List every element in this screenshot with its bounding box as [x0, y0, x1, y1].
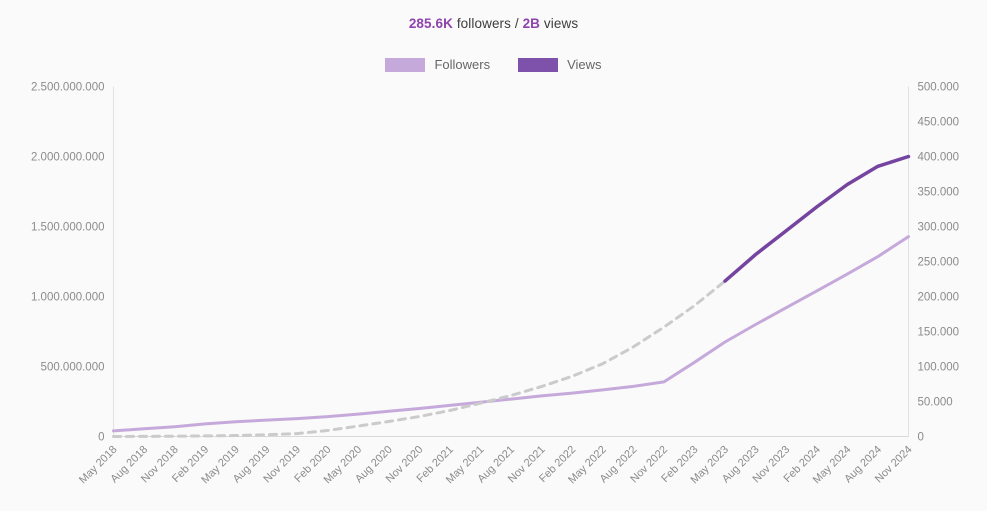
y-axis-right-tick-label: 350.000	[918, 187, 960, 199]
chart-title: 285.6K followers / 2B views	[0, 16, 987, 31]
title-separator: /	[514, 16, 519, 31]
chart-legend: Followers Views	[0, 57, 987, 72]
legend-item-followers[interactable]: Followers	[385, 57, 490, 72]
y-axis-right-tick-label: 450.000	[918, 117, 960, 129]
legend-label-views: Views	[567, 57, 602, 72]
y-axis-left-tick-label: 0	[98, 432, 104, 444]
views-count: 2B	[522, 16, 541, 31]
y-axis-left-tick-label: 500.000.000	[41, 362, 105, 374]
y-axis-right-tick-label: 500.000	[918, 82, 960, 94]
views-word: views	[543, 16, 579, 31]
followers-word: followers	[456, 16, 511, 31]
y-axis-left-tick-label: 2.500.000.000	[31, 82, 105, 94]
y-axis-left-tick-label: 1.000.000.000	[31, 292, 105, 304]
y-axis-right-tick-label: 50.000	[918, 397, 953, 409]
y-axis-right-tick-label: 200.000	[918, 292, 960, 304]
legend-item-views[interactable]: Views	[518, 57, 602, 72]
legend-label-followers: Followers	[434, 57, 491, 72]
y-axis-right-tick-label: 400.000	[918, 152, 960, 164]
series-line-views[interactable]	[723, 154, 911, 283]
y-axis-right-tick-label: 0	[918, 432, 924, 444]
y-axis-right-tick-label: 250.000	[918, 257, 960, 269]
y-axis-right-tick-label: 150.000	[918, 327, 960, 339]
followers-swatch-icon	[385, 57, 426, 72]
y-axis-right-tick-label: 300.000	[918, 222, 960, 234]
y-axis-left-tick-label: 1.500.000.000	[31, 222, 105, 234]
views-swatch-icon	[518, 57, 559, 72]
series-line-views-estimated[interactable]	[112, 279, 727, 438]
y-axis-left-tick-label: 2.000.000.000	[31, 152, 105, 164]
y-axis-right-tick-label: 100.000	[918, 362, 960, 374]
series-line-followers[interactable]	[112, 235, 910, 433]
followers-count: 285.6K	[408, 16, 453, 31]
